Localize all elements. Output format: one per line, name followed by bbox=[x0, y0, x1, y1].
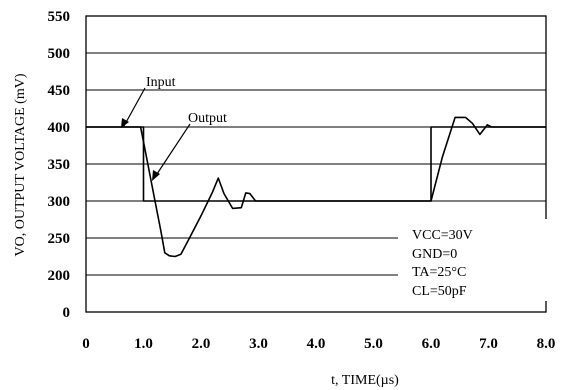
y-tick-label-250: 250 bbox=[48, 231, 71, 247]
y-axis-ticks: 0 200 250 300 350 400 450 500 550 bbox=[48, 9, 71, 321]
y-tick-label-0: 0 bbox=[63, 305, 71, 321]
x-tick-label-1.0: 1.0 bbox=[134, 336, 153, 352]
output-annotation-label: Output bbox=[188, 111, 227, 126]
input-arrow-line bbox=[124, 88, 145, 126]
x-tick-label-3.0: 3.0 bbox=[249, 336, 268, 352]
output-arrow-line bbox=[155, 124, 190, 177]
cl-condition: CL=50pF bbox=[412, 284, 467, 299]
x-tick-label-0: 0 bbox=[82, 336, 90, 352]
x-tick-label-7.0: 7.0 bbox=[479, 336, 498, 352]
y-tick-label-500: 500 bbox=[48, 46, 71, 62]
x-tick-label-2.0: 2.0 bbox=[192, 336, 211, 352]
y-tick-label-550: 550 bbox=[48, 9, 71, 25]
vcc-condition: VCC=30V bbox=[412, 228, 473, 243]
gnd-condition: GND=0 bbox=[412, 247, 457, 262]
annotations: Input Output bbox=[121, 75, 227, 181]
x-tick-label-5.0: 5.0 bbox=[364, 336, 383, 352]
y-tick-label-300: 300 bbox=[48, 194, 71, 210]
x-axis-label: t, TIME(µs) bbox=[331, 373, 399, 388]
y-tick-label-200: 200 bbox=[48, 268, 71, 284]
y-tick-label-350: 350 bbox=[48, 157, 71, 173]
x-tick-label-8.0: 8.0 bbox=[537, 336, 556, 352]
input-annotation-label: Input bbox=[146, 75, 176, 90]
y-axis-label: VO, OUTPUT VOLTAGE (mV) bbox=[13, 73, 28, 256]
x-tick-label-6.0: 6.0 bbox=[422, 336, 441, 352]
conditions-box: VCC=30V GND=0 TA=25°C CL=50pF bbox=[398, 219, 548, 301]
ta-condition: TA=25°C bbox=[412, 265, 466, 280]
y-tick-label-450: 450 bbox=[48, 83, 71, 99]
x-tick-label-4.0: 4.0 bbox=[307, 336, 326, 352]
x-axis-ticks: 0 1.0 2.0 3.0 4.0 5.0 6.0 7.0 8.0 bbox=[82, 336, 555, 352]
y-tick-label-400: 400 bbox=[48, 120, 71, 136]
